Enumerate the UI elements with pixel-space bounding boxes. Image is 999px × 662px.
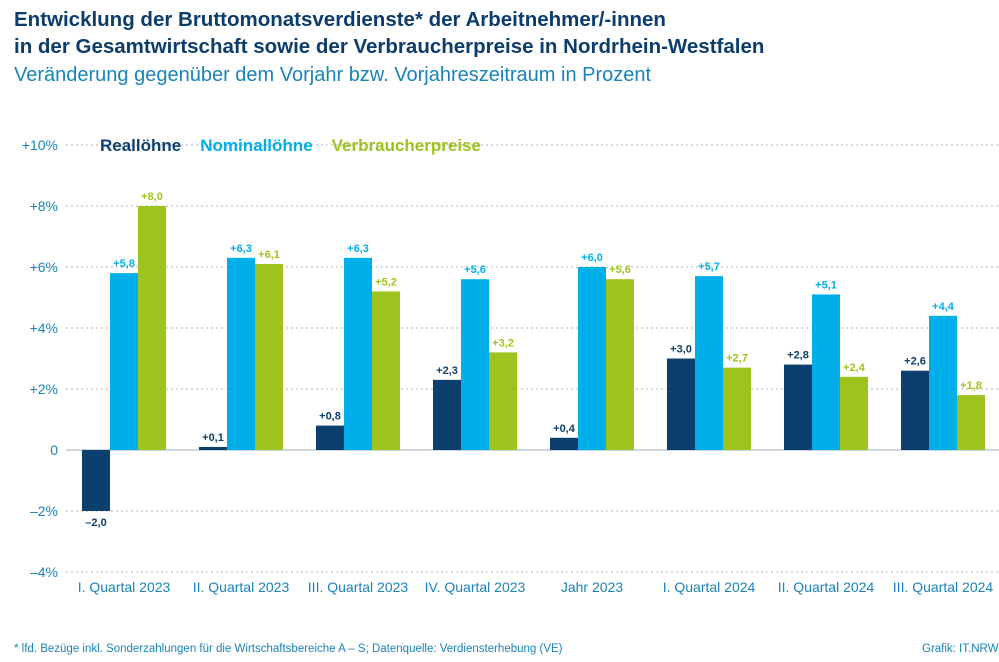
y-tick-label: –2% bbox=[30, 503, 58, 519]
x-tick-label: II. Quartal 2023 bbox=[193, 579, 290, 595]
data-label: +4,4 bbox=[932, 301, 955, 313]
data-label: +0,8 bbox=[319, 411, 341, 423]
y-tick-label: 0 bbox=[50, 442, 58, 458]
footnote: * lfd. Bezüge inkl. Sonderzahlungen für … bbox=[14, 643, 563, 655]
x-tick-label: III. Quartal 2023 bbox=[308, 579, 409, 595]
data-labels: –2,0 +5,8 +8,0 +0,1 +6,3 +6,1 +0,8 +6,3 +5,2 +2,3… bbox=[85, 191, 982, 529]
data-label: +2,7 bbox=[726, 353, 748, 365]
x-tick-label: I. Quartal 2024 bbox=[663, 579, 756, 595]
bar bbox=[227, 257, 255, 450]
source-credit: Grafik: IT.NRW bbox=[922, 643, 999, 655]
data-label: +6,3 bbox=[230, 243, 252, 255]
data-label: +5,7 bbox=[698, 261, 720, 273]
bar bbox=[957, 395, 985, 450]
bar bbox=[316, 425, 344, 450]
y-tick-label: –4% bbox=[30, 564, 58, 580]
bar bbox=[550, 437, 578, 450]
bar bbox=[929, 315, 957, 450]
data-label: +6,0 bbox=[581, 252, 603, 264]
x-tick-label: I. Quartal 2023 bbox=[78, 579, 171, 595]
data-label: +0,1 bbox=[202, 432, 224, 444]
bar bbox=[138, 206, 166, 450]
bar bbox=[489, 352, 517, 450]
bar bbox=[840, 376, 868, 450]
data-label: +2,6 bbox=[904, 356, 926, 368]
chart-subtitle: Veränderung gegenüber dem Vorjahr bzw. V… bbox=[14, 64, 652, 86]
data-label: +5,6 bbox=[464, 264, 486, 276]
data-label: +2,4 bbox=[843, 362, 866, 374]
legend-item: Reallöhne bbox=[100, 136, 181, 155]
bar bbox=[578, 267, 606, 450]
bar bbox=[723, 367, 751, 450]
bar bbox=[784, 364, 812, 450]
x-tick-label: II. Quartal 2024 bbox=[778, 579, 875, 595]
bar bbox=[110, 273, 138, 450]
chart-title: Entwicklung der Bruttomonatsverdienste* … bbox=[14, 6, 764, 60]
data-label: +6,3 bbox=[347, 243, 369, 255]
data-label: +5,8 bbox=[113, 258, 135, 270]
x-axis: I. Quartal 2023 II. Quartal 2023 III. Quar… bbox=[78, 579, 994, 595]
y-tick-label: +4% bbox=[30, 320, 58, 336]
bar bbox=[344, 257, 372, 450]
x-tick-label: Jahr 2023 bbox=[561, 579, 623, 595]
data-label: +5,6 bbox=[609, 264, 631, 276]
y-tick-label: +2% bbox=[30, 381, 58, 397]
title-line-2: in der Gesamtwirtschaft sowie der Verbra… bbox=[14, 35, 765, 58]
bar bbox=[901, 370, 929, 450]
bar bbox=[372, 291, 400, 450]
y-tick-label: +6% bbox=[30, 259, 58, 275]
data-label: +2,8 bbox=[787, 350, 809, 362]
data-label: +1,8 bbox=[960, 380, 982, 392]
data-label: +6,1 bbox=[258, 249, 280, 261]
x-tick-label: III. Quartal 2024 bbox=[893, 579, 994, 595]
bars bbox=[82, 206, 985, 511]
data-label: +3,2 bbox=[492, 337, 514, 349]
data-label: +0,4 bbox=[553, 423, 576, 435]
legend: Reallöhne Nominallöhne Verbraucherpreise bbox=[100, 136, 481, 155]
bar bbox=[667, 358, 695, 450]
y-axis: +10% +8% +6% +4% +2% 0 –2% –4% bbox=[22, 137, 58, 580]
bar bbox=[82, 450, 110, 511]
x-tick-label: IV. Quartal 2023 bbox=[425, 579, 526, 595]
bar bbox=[606, 279, 634, 450]
y-tick-label: +8% bbox=[30, 198, 58, 214]
bar bbox=[812, 294, 840, 450]
bar bbox=[255, 263, 283, 450]
y-tick-label: +10% bbox=[22, 137, 58, 153]
data-label: +2,3 bbox=[436, 365, 458, 377]
bar bbox=[199, 446, 227, 450]
data-label: +3,0 bbox=[670, 344, 692, 356]
data-label: +5,1 bbox=[815, 279, 837, 291]
bar bbox=[433, 379, 461, 450]
title-line-1: Entwicklung der Bruttomonatsverdienste* … bbox=[14, 8, 666, 31]
grid-layer bbox=[66, 144, 999, 573]
bar bbox=[695, 276, 723, 450]
legend-item: Nominallöhne bbox=[200, 136, 312, 155]
data-label: –2,0 bbox=[85, 517, 106, 529]
bar bbox=[461, 279, 489, 450]
legend-item: Verbraucherpreise bbox=[332, 136, 481, 155]
data-label: +5,2 bbox=[375, 276, 397, 288]
data-label: +8,0 bbox=[141, 191, 163, 203]
